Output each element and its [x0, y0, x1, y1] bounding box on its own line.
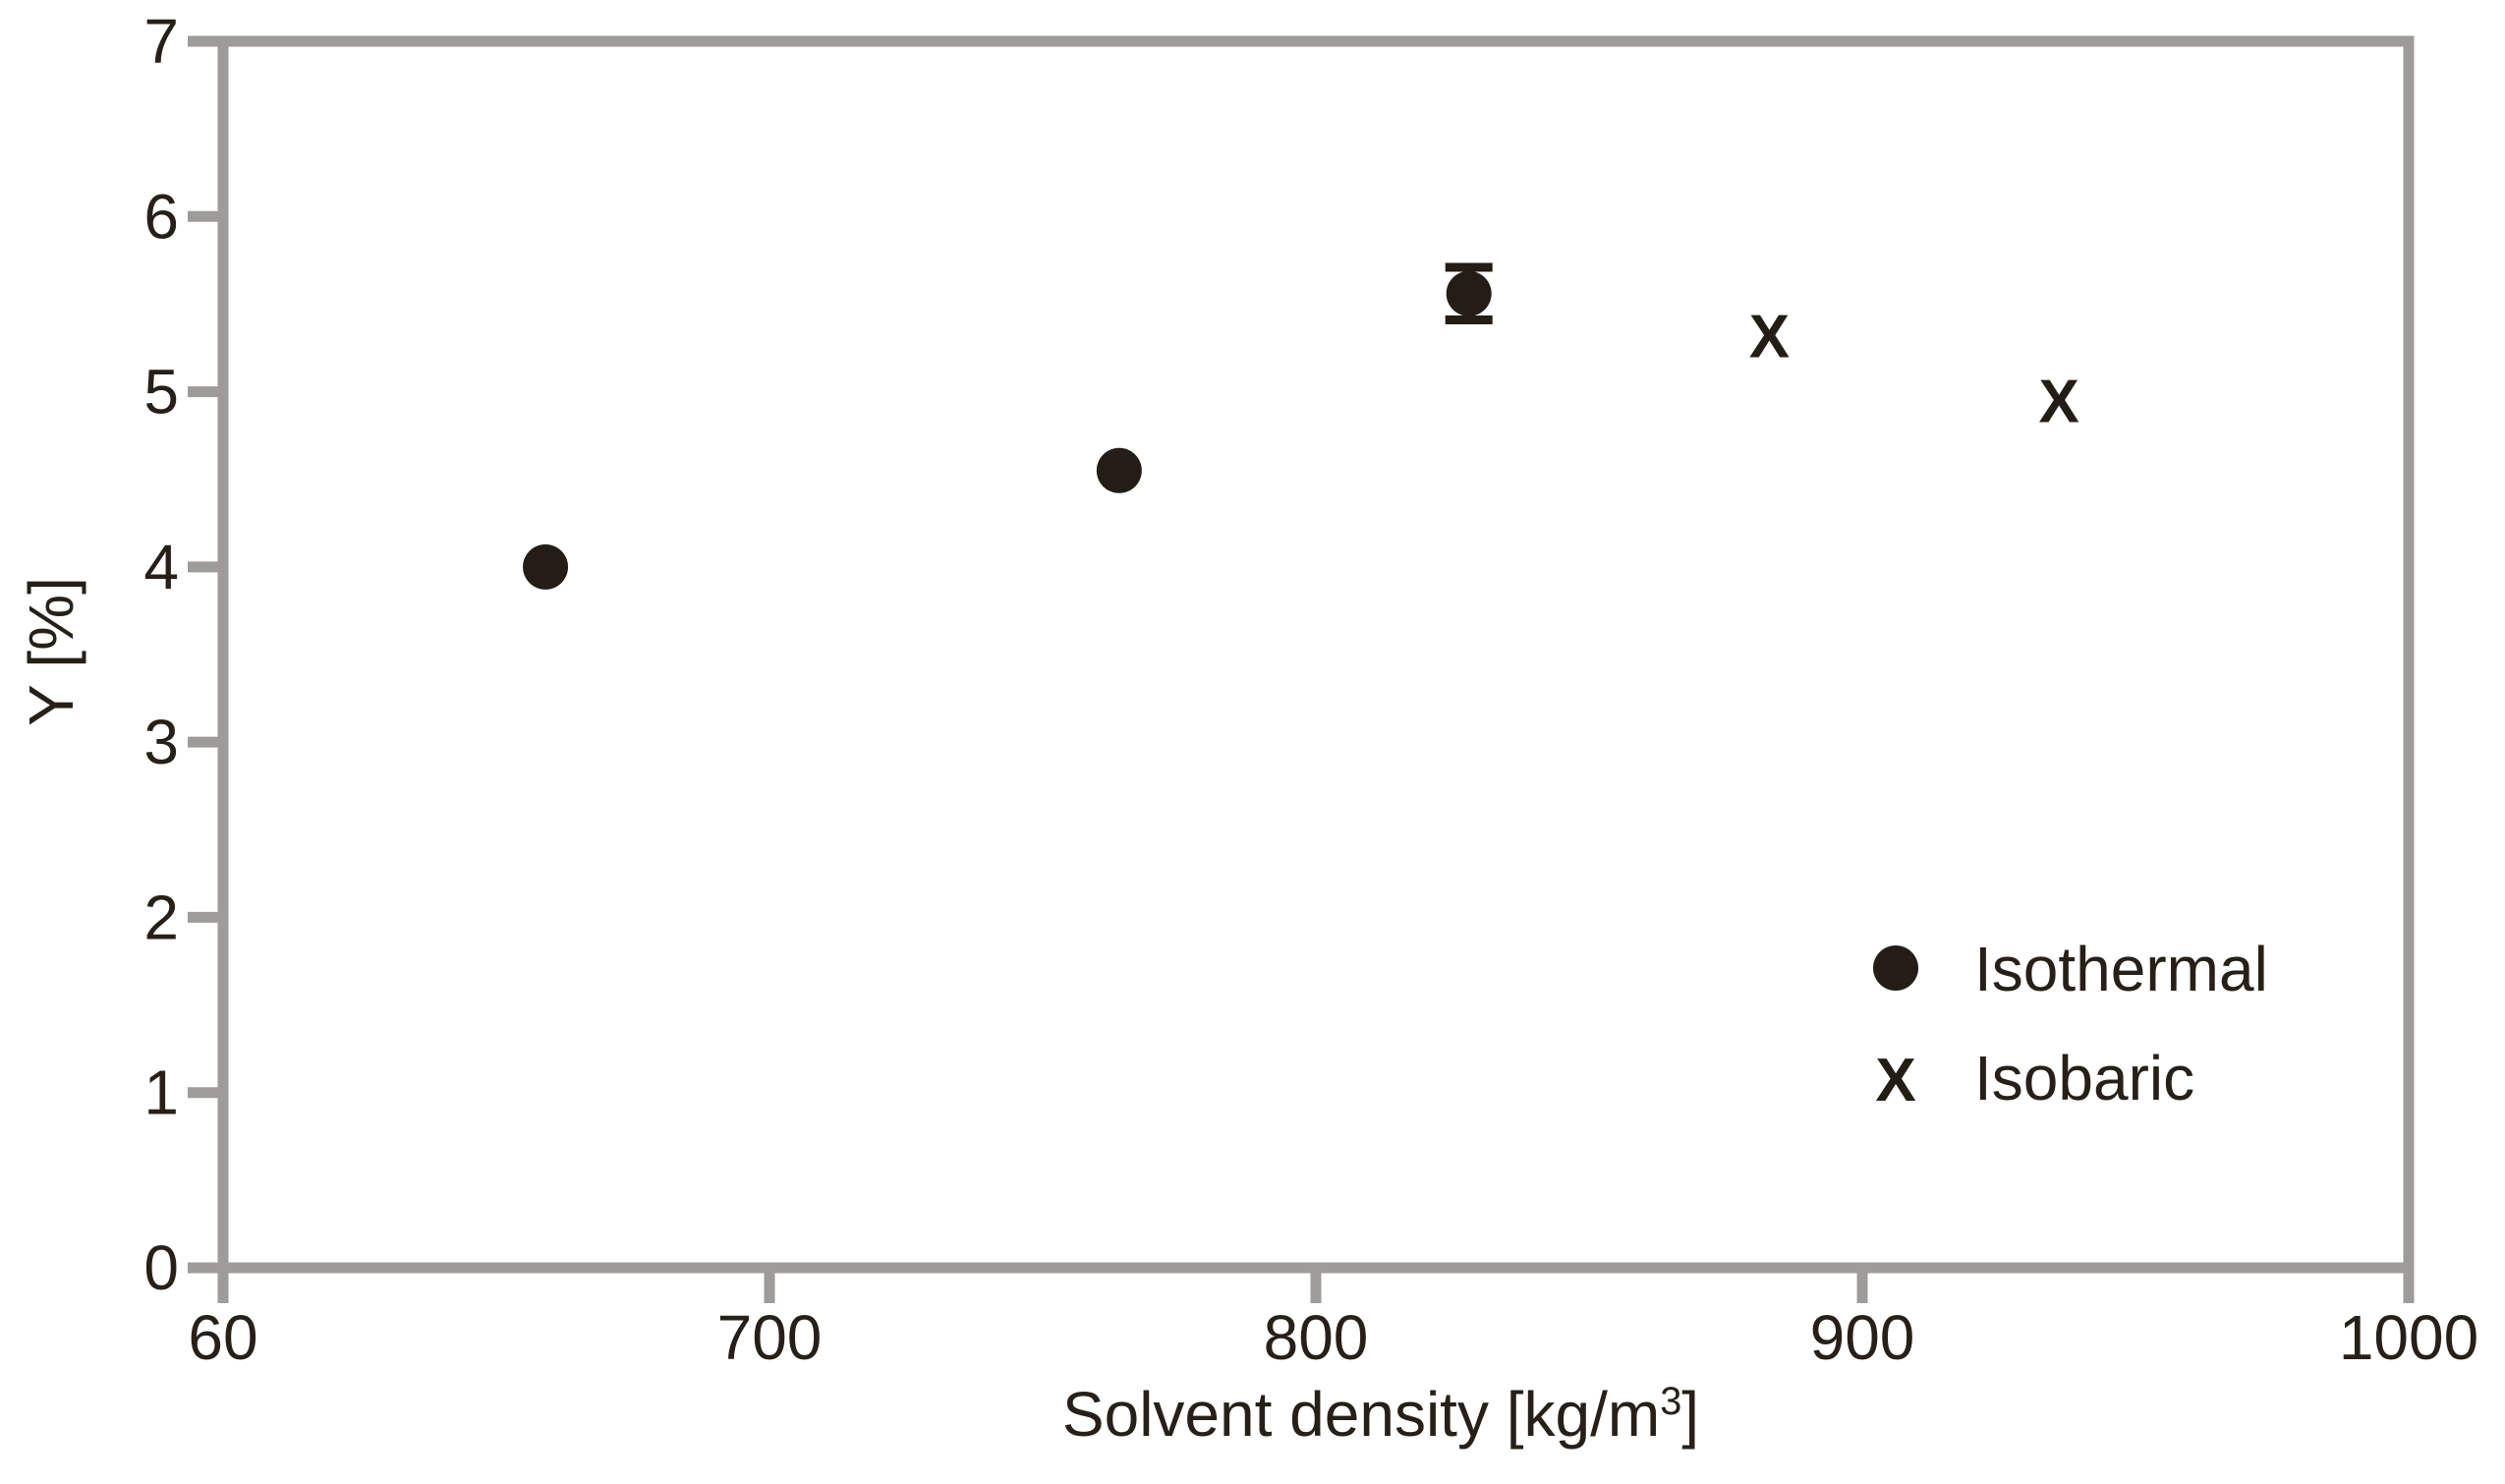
y-tick-label: 5 — [143, 357, 179, 428]
x-tick-label: 60 — [188, 1302, 257, 1373]
data-point-isothermal — [523, 543, 569, 590]
legend-marker-isothermal — [1873, 945, 1918, 991]
data-point-isobaric: X — [2038, 369, 2078, 436]
legend-label-isobaric: Isobaric — [1974, 1043, 2194, 1113]
y-tick-label: 0 — [143, 1232, 179, 1303]
y-axis-title-text: Y [%] — [16, 577, 86, 726]
x-tick-label: 900 — [1810, 1302, 1915, 1373]
data-point-isobaric: X — [1749, 304, 1790, 371]
y-tick-label: 6 — [143, 181, 179, 252]
data-point-isothermal — [1096, 447, 1142, 493]
x-axis-title-text: Solvent density [kg/m — [1061, 1379, 1661, 1450]
y-tick-label: 7 — [143, 6, 179, 77]
x-axis-title-bracket: ] — [1681, 1379, 1700, 1450]
y-axis-title: Y [%] — [15, 577, 87, 726]
data-point-isothermal — [1446, 270, 1492, 316]
y-tick-label: 3 — [143, 707, 179, 777]
x-tick-label: 800 — [1264, 1302, 1369, 1373]
x-axis-title-superscript: 3 — [1660, 1380, 1682, 1424]
x-tick-label: 700 — [717, 1302, 823, 1373]
y-tick-label: 2 — [143, 882, 179, 952]
legend-label-isothermal: Isothermal — [1974, 934, 2268, 1004]
x-tick-label: 1000 — [2339, 1302, 2478, 1373]
y-tick-label: 1 — [143, 1057, 179, 1128]
y-tick-label: 4 — [143, 532, 179, 602]
legend-marker-isobaric: X — [1875, 1047, 1915, 1114]
x-axis-title: Solvent density [kg/m3] — [1062, 1378, 1699, 1451]
